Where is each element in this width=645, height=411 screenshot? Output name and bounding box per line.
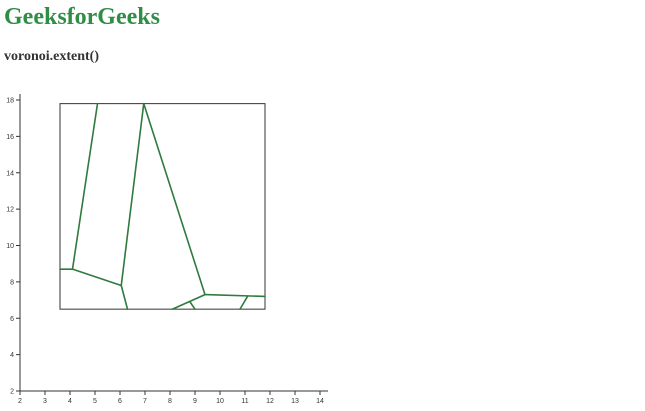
page-subtitle: voronoi.extent()	[4, 49, 99, 64]
x-tick-label: 7	[143, 398, 147, 405]
x-tick-label: 4	[68, 398, 72, 405]
voronoi-edge	[120, 102, 145, 287]
y-tick-label: 10	[6, 243, 14, 250]
voronoi-edge	[71, 268, 123, 287]
plot-layer	[59, 102, 266, 310]
y-tick-label: 18	[6, 98, 14, 105]
x-tick-label: 2	[18, 398, 22, 405]
voronoi-edge	[204, 293, 266, 298]
voronoi-edge	[171, 293, 206, 310]
x-tick-label: 13	[291, 398, 299, 405]
x-tick-label: 6	[118, 398, 122, 405]
y-tick-label: 12	[6, 207, 14, 214]
extent-rectangle	[59, 103, 266, 310]
page-title: GeeksforGeeks	[4, 4, 160, 30]
y-tick-label: 8	[10, 279, 14, 286]
y-tick-label: 2	[10, 389, 14, 396]
voronoi-edge	[142, 102, 206, 296]
voronoi-edge	[71, 102, 99, 270]
voronoi-edge	[189, 301, 196, 310]
x-tick-label: 3	[43, 398, 47, 405]
x-tick-label: 12	[266, 398, 274, 405]
voronoi-edge	[120, 284, 129, 310]
y-tick-label: 4	[10, 352, 14, 359]
y-tick-label: 16	[6, 134, 14, 141]
x-tick-label: 11	[241, 398, 248, 405]
axes-layer: 2 3 4 5 6 7 8 9 10 11 12 13 14 2 4 6 8 10 12 14 16 18	[6, 94, 328, 405]
x-tick-label: 9	[193, 398, 197, 405]
voronoi-edge	[239, 295, 249, 310]
x-tick-label: 8	[168, 398, 172, 405]
x-tick-label: 5	[93, 398, 97, 405]
y-tick-label: 6	[10, 316, 14, 323]
y-tick-label: 14	[6, 170, 14, 177]
x-tick-label: 14	[316, 398, 324, 405]
x-tick-label: 10	[216, 398, 224, 405]
